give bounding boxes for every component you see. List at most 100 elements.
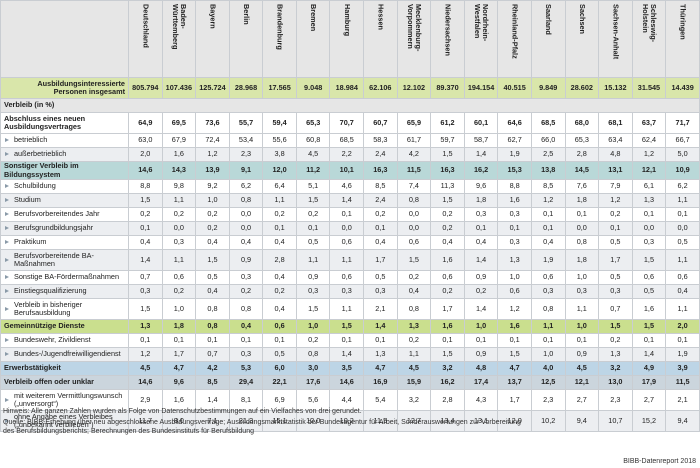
cell: 4,7 [161,361,197,376]
cell: 17,4 [463,375,499,390]
column-header: Thüringen [665,0,700,78]
cell: 12,0 [262,161,297,180]
table-row: Praktikum 0,4 0,3 0,4 0,4 0,4 0,5 0,6 0,4 0,6 0,4 0… [0,235,700,250]
cell: 9,1 [228,161,264,180]
cell: 1,9 [530,249,566,271]
cell: 64,6 [497,112,532,134]
cell: 0,5 [598,270,633,285]
row-label: Bundes-/Jugendfreiwilligendienst [0,347,129,362]
column-header: Bayern [195,0,230,78]
table-row: außerbetrieblich 2,0 1,6 1,2 2,3 3,8 4,5 2,2 2,4… [0,147,700,162]
cell: 0,1 [228,333,264,348]
column-label: Schleswig-Holstein [640,4,658,43]
cell: 12,1 [631,161,667,180]
cell: 1,7 [497,389,532,411]
cell: 0,1 [598,221,633,236]
cell: 805.794 [128,77,163,99]
table-row: Bundeswehr, Zivildienst 0,1 0,1 0,1 0,1 0,1 0,… [0,333,700,348]
cell: 0,8 [195,319,230,334]
cell: 55,6 [262,133,297,148]
cell: 2,3 [598,389,633,411]
cell: 65,3 [295,112,331,134]
cell: 0,1 [262,333,297,348]
cell: 1,5 [430,193,465,208]
column-label: Niedersachsen [443,4,453,56]
cell: 0,2 [430,207,465,222]
cell: 70,7 [329,112,365,134]
cell: 12,5 [530,375,566,390]
column-header: Schleswig-Holstein [631,0,667,78]
cell: 4,2 [396,147,432,162]
cell: 0,1 [463,221,499,236]
cell: 1,5 [195,249,230,271]
cell: 0,9 [228,249,264,271]
cell: 4,3 [463,389,499,411]
cell: 9,8 [161,179,197,194]
cell: 194.154 [463,77,499,99]
corner-cell [0,0,129,78]
cell: 9.048 [295,77,331,99]
cell: 0,5 [262,347,297,362]
cell: 6,4 [262,179,297,194]
cell: 0,8 [396,193,432,208]
cell: 1,1 [329,249,365,271]
cell: 1,5 [128,193,163,208]
cell: 21,3 [228,410,264,432]
cell: 0,1 [665,333,700,348]
cell: 1,6 [497,193,532,208]
cell: 0,1 [430,333,465,348]
cell: 0,2 [128,207,163,222]
row-label: Berufsvorbereitendes Jahr [0,207,129,222]
cell: 29,4 [228,375,264,390]
cell: 2,7 [564,389,600,411]
row-label: Berufsgrundbildungsjahr [0,221,129,236]
cell: 0,1 [295,221,331,236]
column-header: Sachsen-Anhalt [598,0,633,78]
cell: 4,5 [295,147,331,162]
cell: 4,8 [598,147,633,162]
row-label: Gemeinnützige Dienste [0,319,129,334]
cell: 5,0 [665,147,700,162]
cell: 2,8 [262,249,297,271]
cell: 7,6 [564,179,600,194]
row-label: außerbetrieblich [0,147,129,162]
cell: 1,4 [631,347,667,362]
cell: 2,3 [228,147,264,162]
header-row: Deutschland Baden-Württemberg Bayern Berlin… [0,0,700,78]
cell: 0,2 [295,207,331,222]
cell: 4,9 [631,361,667,376]
cell: 0,5 [631,284,667,299]
cell: 0,4 [128,235,163,250]
cell: 1,6 [497,319,532,334]
cell: 0,6 [497,284,532,299]
column-header: Berlin [228,0,264,78]
column-header: Hamburg [329,0,365,78]
cell: 1,6 [430,319,465,334]
cell: 1,5 [329,319,365,334]
cell: 72,4 [195,133,230,148]
cell: 2,8 [430,389,465,411]
cell: 0,2 [195,207,230,222]
cell: 0,7 [598,298,633,320]
cell: 0,6 [329,235,365,250]
cell: 1,3 [631,193,667,208]
cell: 1,3 [128,319,163,334]
cell: 1,5 [631,319,667,334]
table-row: mit weiterem Vermittlungswunsch („unvers… [0,389,700,411]
cell: 0,8 [228,193,264,208]
cell: 13,0 [598,375,633,390]
cell: 1,1 [665,298,700,320]
cell: 6,9 [262,389,297,411]
cell: 17,6 [295,375,331,390]
column-header: Baden-Württemberg [161,0,197,78]
cell: 64,9 [128,112,163,134]
cell: 1,9 [497,147,532,162]
cell: 0,0 [396,221,432,236]
table-row: Verbleib offen oder unklar 14,6 9,6 8,5 29,4… [0,375,700,390]
cell: 1,0 [161,298,197,320]
data-table: Deutschland Baden-Württemberg Bayern Berlin… [0,0,700,432]
cell: 0,1 [363,221,398,236]
cell: 1,0 [295,319,331,334]
cell: 18.984 [329,77,365,99]
column-header: Niedersachsen [430,0,465,78]
